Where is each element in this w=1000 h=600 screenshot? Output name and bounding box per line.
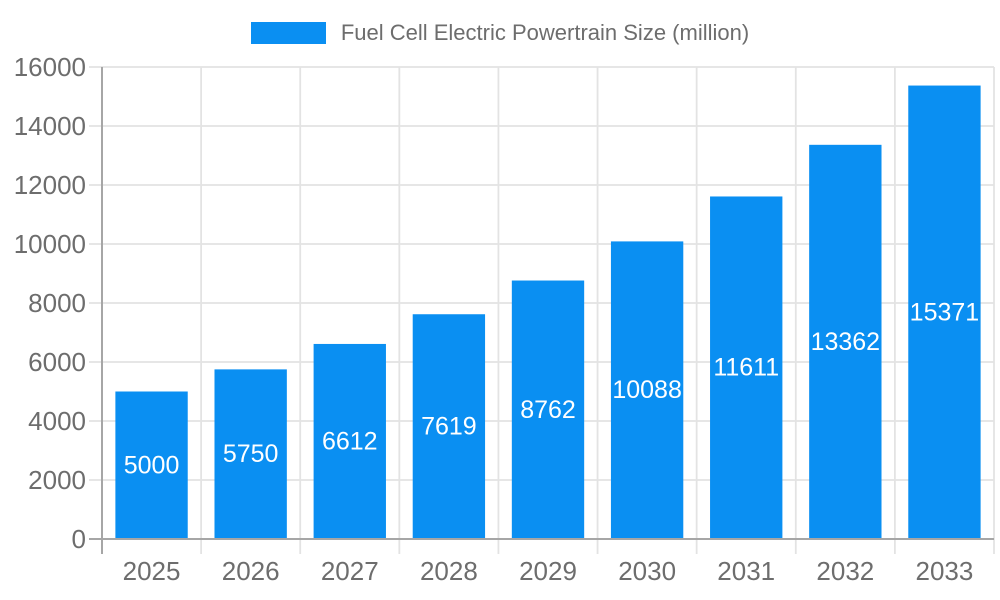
y-axis-tick-label: 2000 [28, 465, 86, 495]
bar-2025[interactable] [115, 391, 188, 540]
x-axis-tick-label: 2033 [916, 556, 974, 586]
bar-2029[interactable] [511, 280, 585, 539]
y-axis-tick-label: 4000 [28, 406, 86, 436]
bar-value-label: 6612 [322, 427, 378, 455]
y-axis-tick-label: 10000 [14, 229, 86, 259]
y-axis-tick-label: 12000 [14, 170, 86, 200]
bar-value-label: 8762 [520, 396, 576, 424]
y-axis-tick-label: 14000 [14, 111, 86, 141]
bar-value-label: 7619 [421, 413, 477, 441]
y-axis-tick-label: 6000 [28, 347, 86, 377]
bar-2030[interactable] [610, 241, 684, 540]
y-axis-tick-label: 8000 [28, 288, 86, 318]
x-axis-tick-label: 2032 [816, 556, 874, 586]
bar-2033[interactable] [908, 85, 981, 540]
bar-value-label: 11611 [713, 354, 779, 382]
x-axis-tick-label: 2031 [717, 556, 775, 586]
bar-value-label: 10088 [612, 376, 682, 404]
bar-2026[interactable] [214, 369, 287, 539]
bar-value-label: 15371 [910, 298, 980, 326]
legend-item[interactable]: Fuel Cell Electric Powertrain Size (mill… [0, 22, 1000, 44]
x-axis-tick-label: 2028 [420, 556, 478, 586]
bar-2028[interactable] [412, 314, 486, 539]
bar-2027[interactable] [313, 343, 386, 539]
x-axis-tick-label: 2025 [123, 556, 181, 586]
bar-value-label: 5750 [223, 440, 279, 468]
x-axis-tick-label: 2027 [321, 556, 379, 586]
x-axis-tick-label: 2026 [222, 556, 280, 586]
bar-2032[interactable] [809, 144, 882, 540]
y-axis-tick-label: 0 [72, 524, 86, 554]
legend-swatch-icon [250, 22, 326, 44]
x-axis-tick-label: 2030 [618, 556, 676, 586]
bar-value-label: 13362 [811, 328, 881, 356]
x-axis-tick-label: 2029 [519, 556, 577, 586]
legend-label: Fuel Cell Electric Powertrain Size (mill… [340, 20, 750, 45]
y-axis-tick-label: 16000 [14, 52, 86, 82]
bar-value-label: 5000 [124, 451, 180, 479]
bar-2031[interactable] [710, 196, 783, 539]
